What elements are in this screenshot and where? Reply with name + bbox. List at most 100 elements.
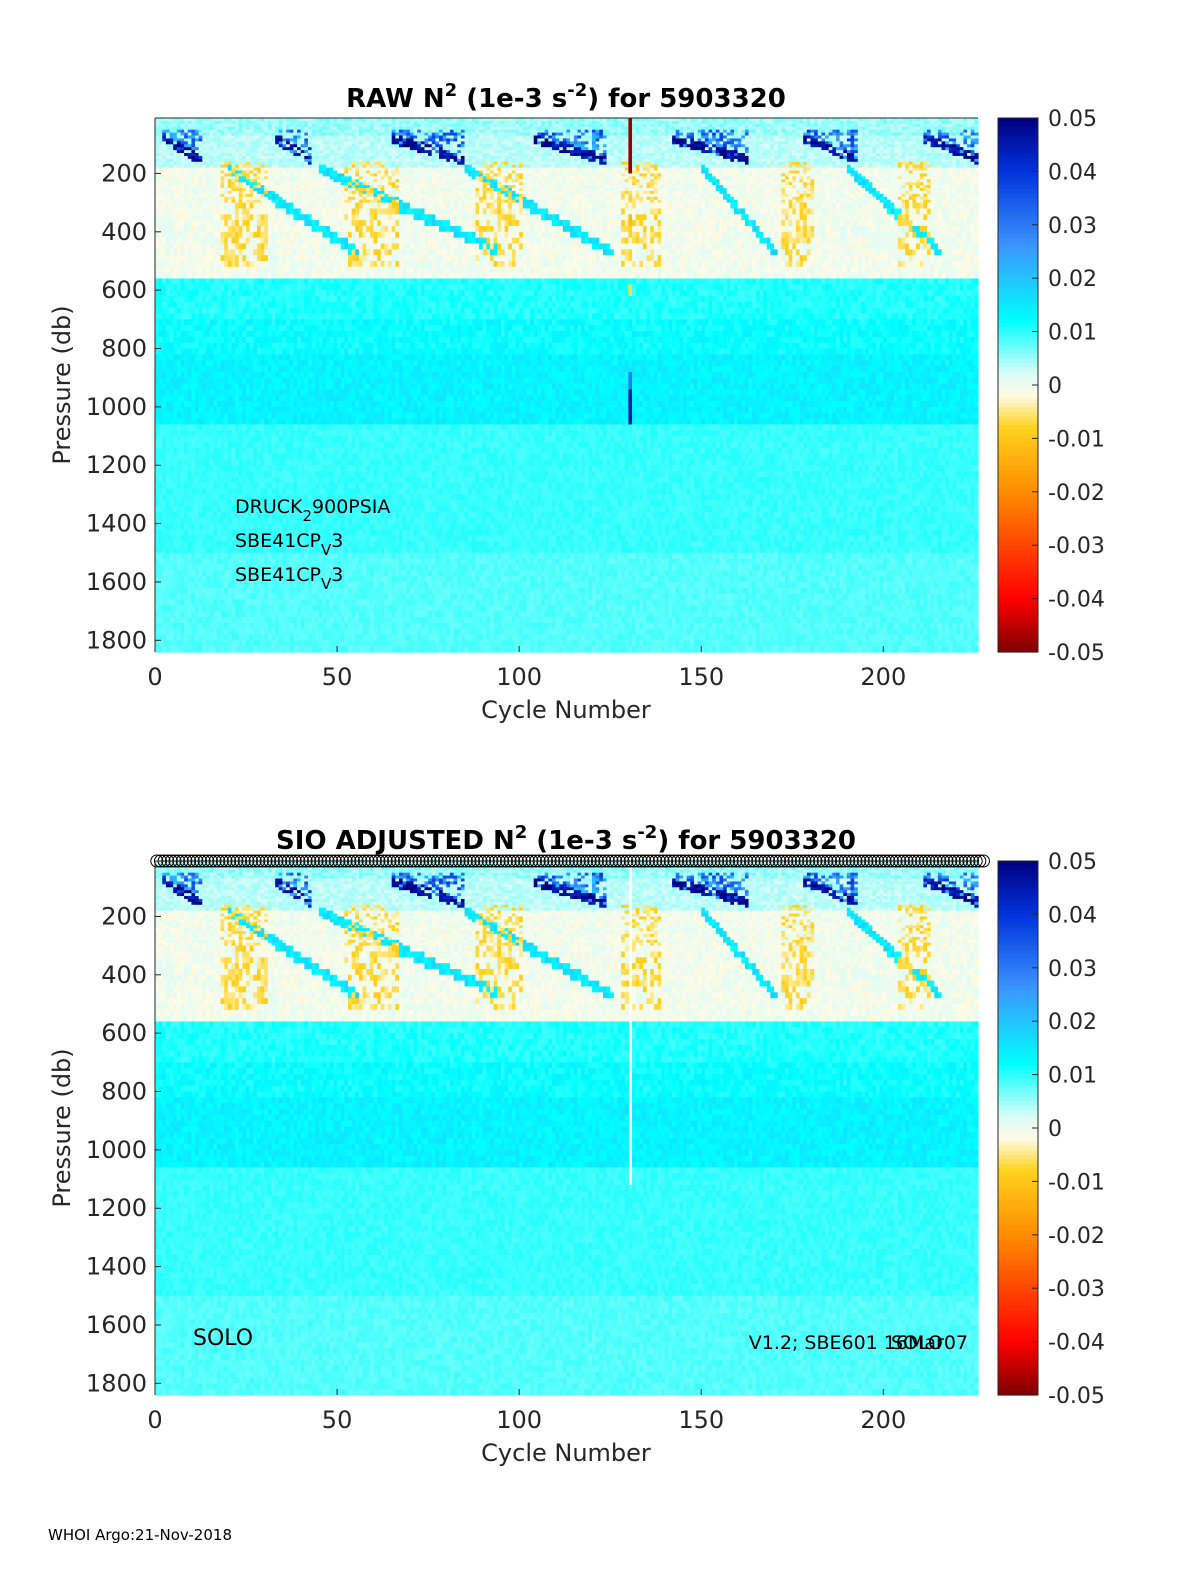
heatmap-cell [162,176,167,180]
heatmap-cell [176,348,182,355]
heatmap-cell [216,552,222,560]
heatmap-cell [297,447,302,455]
heatmap-cell [155,202,160,210]
heatmap-cell [311,395,316,402]
heatmap-cell [293,471,298,478]
heatmap-cell [224,529,229,536]
heatmap-cell [231,535,236,542]
heatmap-cell [198,196,203,201]
heatmap-cell [191,383,196,390]
heatmap-cell [307,290,313,297]
heatmap-cell [205,587,211,595]
heatmap-cell [286,190,291,195]
heatmap-cell [180,424,185,431]
heatmap-cell [220,199,225,204]
heatmap-cell [162,646,167,653]
heatmap-cell [282,325,287,332]
heatmap-cell [187,593,193,601]
heatmap-cell [209,354,214,361]
heatmap-cell [235,182,240,186]
heatmap-cell [195,126,200,131]
heatmap-cell [246,488,251,496]
heatmap-cell [282,436,287,443]
heatmap-cell [256,558,262,566]
heatmap-cell [315,313,320,320]
heatmap-cell [180,301,185,309]
heatmap-cell [297,147,302,151]
heatmap-cell [202,348,207,355]
heatmap-cell [213,313,218,320]
heatmap-cell [205,237,211,245]
heatmap-cell [195,523,200,531]
heatmap-cell [238,161,243,166]
heatmap-cell [260,628,265,636]
heatmap-cell [286,325,291,332]
heatmap-cell [224,193,229,198]
heatmap-cell [297,535,302,542]
heatmap-cell [165,225,171,233]
heatmap-cell [180,535,185,542]
heatmap-cell [202,208,207,215]
heatmap-cell [256,523,262,531]
heatmap-cell [213,628,218,636]
heatmap-cell [165,231,171,239]
heatmap-cell [169,182,174,186]
heatmap-cell [205,447,211,455]
heatmap-cell [213,170,218,175]
heatmap-cell [213,199,218,204]
heatmap-cell [322,465,327,472]
heatmap-cell [209,541,214,548]
heatmap-cell [162,436,167,443]
heatmap-cell [224,599,229,606]
heatmap-cell [253,634,258,641]
heatmap-cell [307,220,313,227]
heatmap-cell [242,214,247,221]
heatmap-cell [176,459,182,466]
heatmap-cell [260,199,265,204]
heatmap-cell [155,418,160,425]
heatmap-cell [318,354,324,361]
heatmap-cell [213,173,218,177]
heatmap-cell [224,220,229,227]
heatmap-cell [238,266,243,274]
heatmap-cell [242,129,247,134]
heatmap-cell [264,164,269,169]
heatmap-cell [202,611,207,618]
heatmap-cell [195,307,200,315]
heatmap-cell [231,161,236,166]
heatmap-cell [191,436,196,443]
heatmap-cell [195,188,200,192]
heatmap-cell [286,290,291,297]
heatmap-cell [282,126,287,131]
heatmap-cell [286,231,291,239]
heatmap-cell [209,182,214,186]
heatmap-cell [260,170,265,175]
heatmap-cell [278,290,284,297]
heatmap-cell [260,214,265,221]
heatmap-cell [300,564,305,571]
heatmap-cell [187,453,193,461]
heatmap-cell [260,202,265,210]
heatmap-cell [286,576,291,583]
heatmap-cell [176,120,182,125]
heatmap-cell [307,640,313,647]
heatmap-cell [246,150,251,154]
heatmap-cell [202,141,207,145]
heatmap-cell [209,296,214,303]
heatmap-cell [169,593,174,601]
heatmap-cell [271,389,276,396]
heatmap-cell [242,646,247,653]
heatmap-cell [297,176,302,180]
heatmap-cell [231,331,236,338]
heatmap-cell [235,646,240,653]
heatmap-cell [289,123,294,128]
heatmap-cell [195,436,200,443]
heatmap-cell [191,371,196,379]
heatmap-cell [162,164,167,169]
heatmap-cell [213,634,218,641]
heatmap-cell [297,587,302,595]
heatmap-cell [216,628,222,636]
heatmap-cell [227,453,233,461]
heatmap-cell [169,541,174,548]
heatmap-cell [195,237,200,245]
